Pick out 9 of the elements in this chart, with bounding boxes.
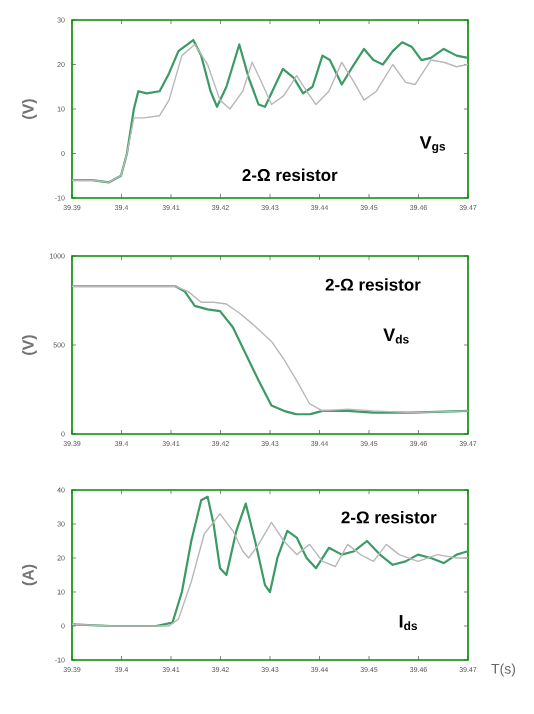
annotation: 2-Ω resistor xyxy=(325,278,421,291)
y-axis-title: (A) xyxy=(22,564,37,586)
annotation: V$_{ds}$ xyxy=(383,328,409,344)
y-axis-title: (V) xyxy=(22,335,37,355)
annotation: 2-Ω resistor xyxy=(242,168,338,182)
annotation: 2-Ω resistor xyxy=(341,510,437,524)
annotation: V$_{gs}$ xyxy=(419,136,446,154)
y-axis-title: (V) xyxy=(22,99,37,119)
annotation: I$_{ds}$ xyxy=(399,615,418,631)
